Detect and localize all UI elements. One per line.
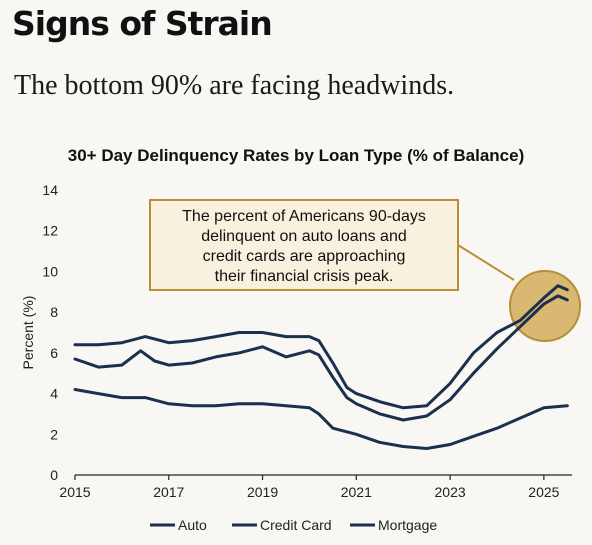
subheadline: The bottom 90% are facing headwinds. (14, 70, 455, 101)
y-tick-label: 4 (50, 386, 58, 402)
callout-text-line: delinquent on auto loans and (201, 228, 407, 245)
series-line-auto (73, 284, 569, 410)
legend-label: Credit Card (260, 517, 332, 533)
callout-text-line: credit cards are approaching (203, 248, 406, 265)
y-axis-label: Percent (%) (20, 296, 36, 370)
y-tick-label: 8 (50, 304, 58, 320)
legend-label: Mortgage (378, 517, 437, 533)
legend-label: Auto (178, 517, 207, 533)
series-layer (73, 284, 569, 450)
y-tick-label: 10 (42, 263, 58, 279)
series-line-mortgage (73, 388, 569, 450)
y-tick-label: 0 (50, 467, 58, 483)
axes-layer: 0 2 4 6 8 10 12 14 2015 2017 2019 2021 2023 2025 Perce… (20, 182, 572, 500)
x-tick-label: 2019 (247, 484, 278, 500)
chart-title: 30+ Day Delinquency Rates by Loan Type (… (67, 146, 525, 165)
y-tick-label: 12 (42, 223, 58, 239)
highlight-layer (509, 270, 581, 342)
y-tick-label: 6 (50, 345, 58, 361)
callout-box (149, 199, 459, 291)
y-tick-label: 2 (50, 426, 58, 442)
legend-layer: Auto Credit Card Mortgage (150, 517, 437, 533)
x-tick-label: 2015 (59, 484, 90, 500)
x-tick-label: 2021 (341, 484, 372, 500)
series-line-credit-card (73, 294, 569, 422)
x-tick-label: 2025 (528, 484, 559, 500)
headline: Signs of Strain (12, 4, 273, 43)
x-tick-label: 2023 (435, 484, 466, 500)
x-tick-label: 2017 (153, 484, 184, 500)
callout-connector (457, 244, 515, 281)
highlight-circle (509, 270, 581, 342)
callout-text-line: their financial crisis peak. (215, 268, 394, 285)
callout-text-line: The percent of Americans 90-days (182, 208, 426, 225)
y-tick-label: 14 (42, 182, 58, 198)
callout-layer: The percent of Americans 90-days delinque… (149, 199, 515, 291)
